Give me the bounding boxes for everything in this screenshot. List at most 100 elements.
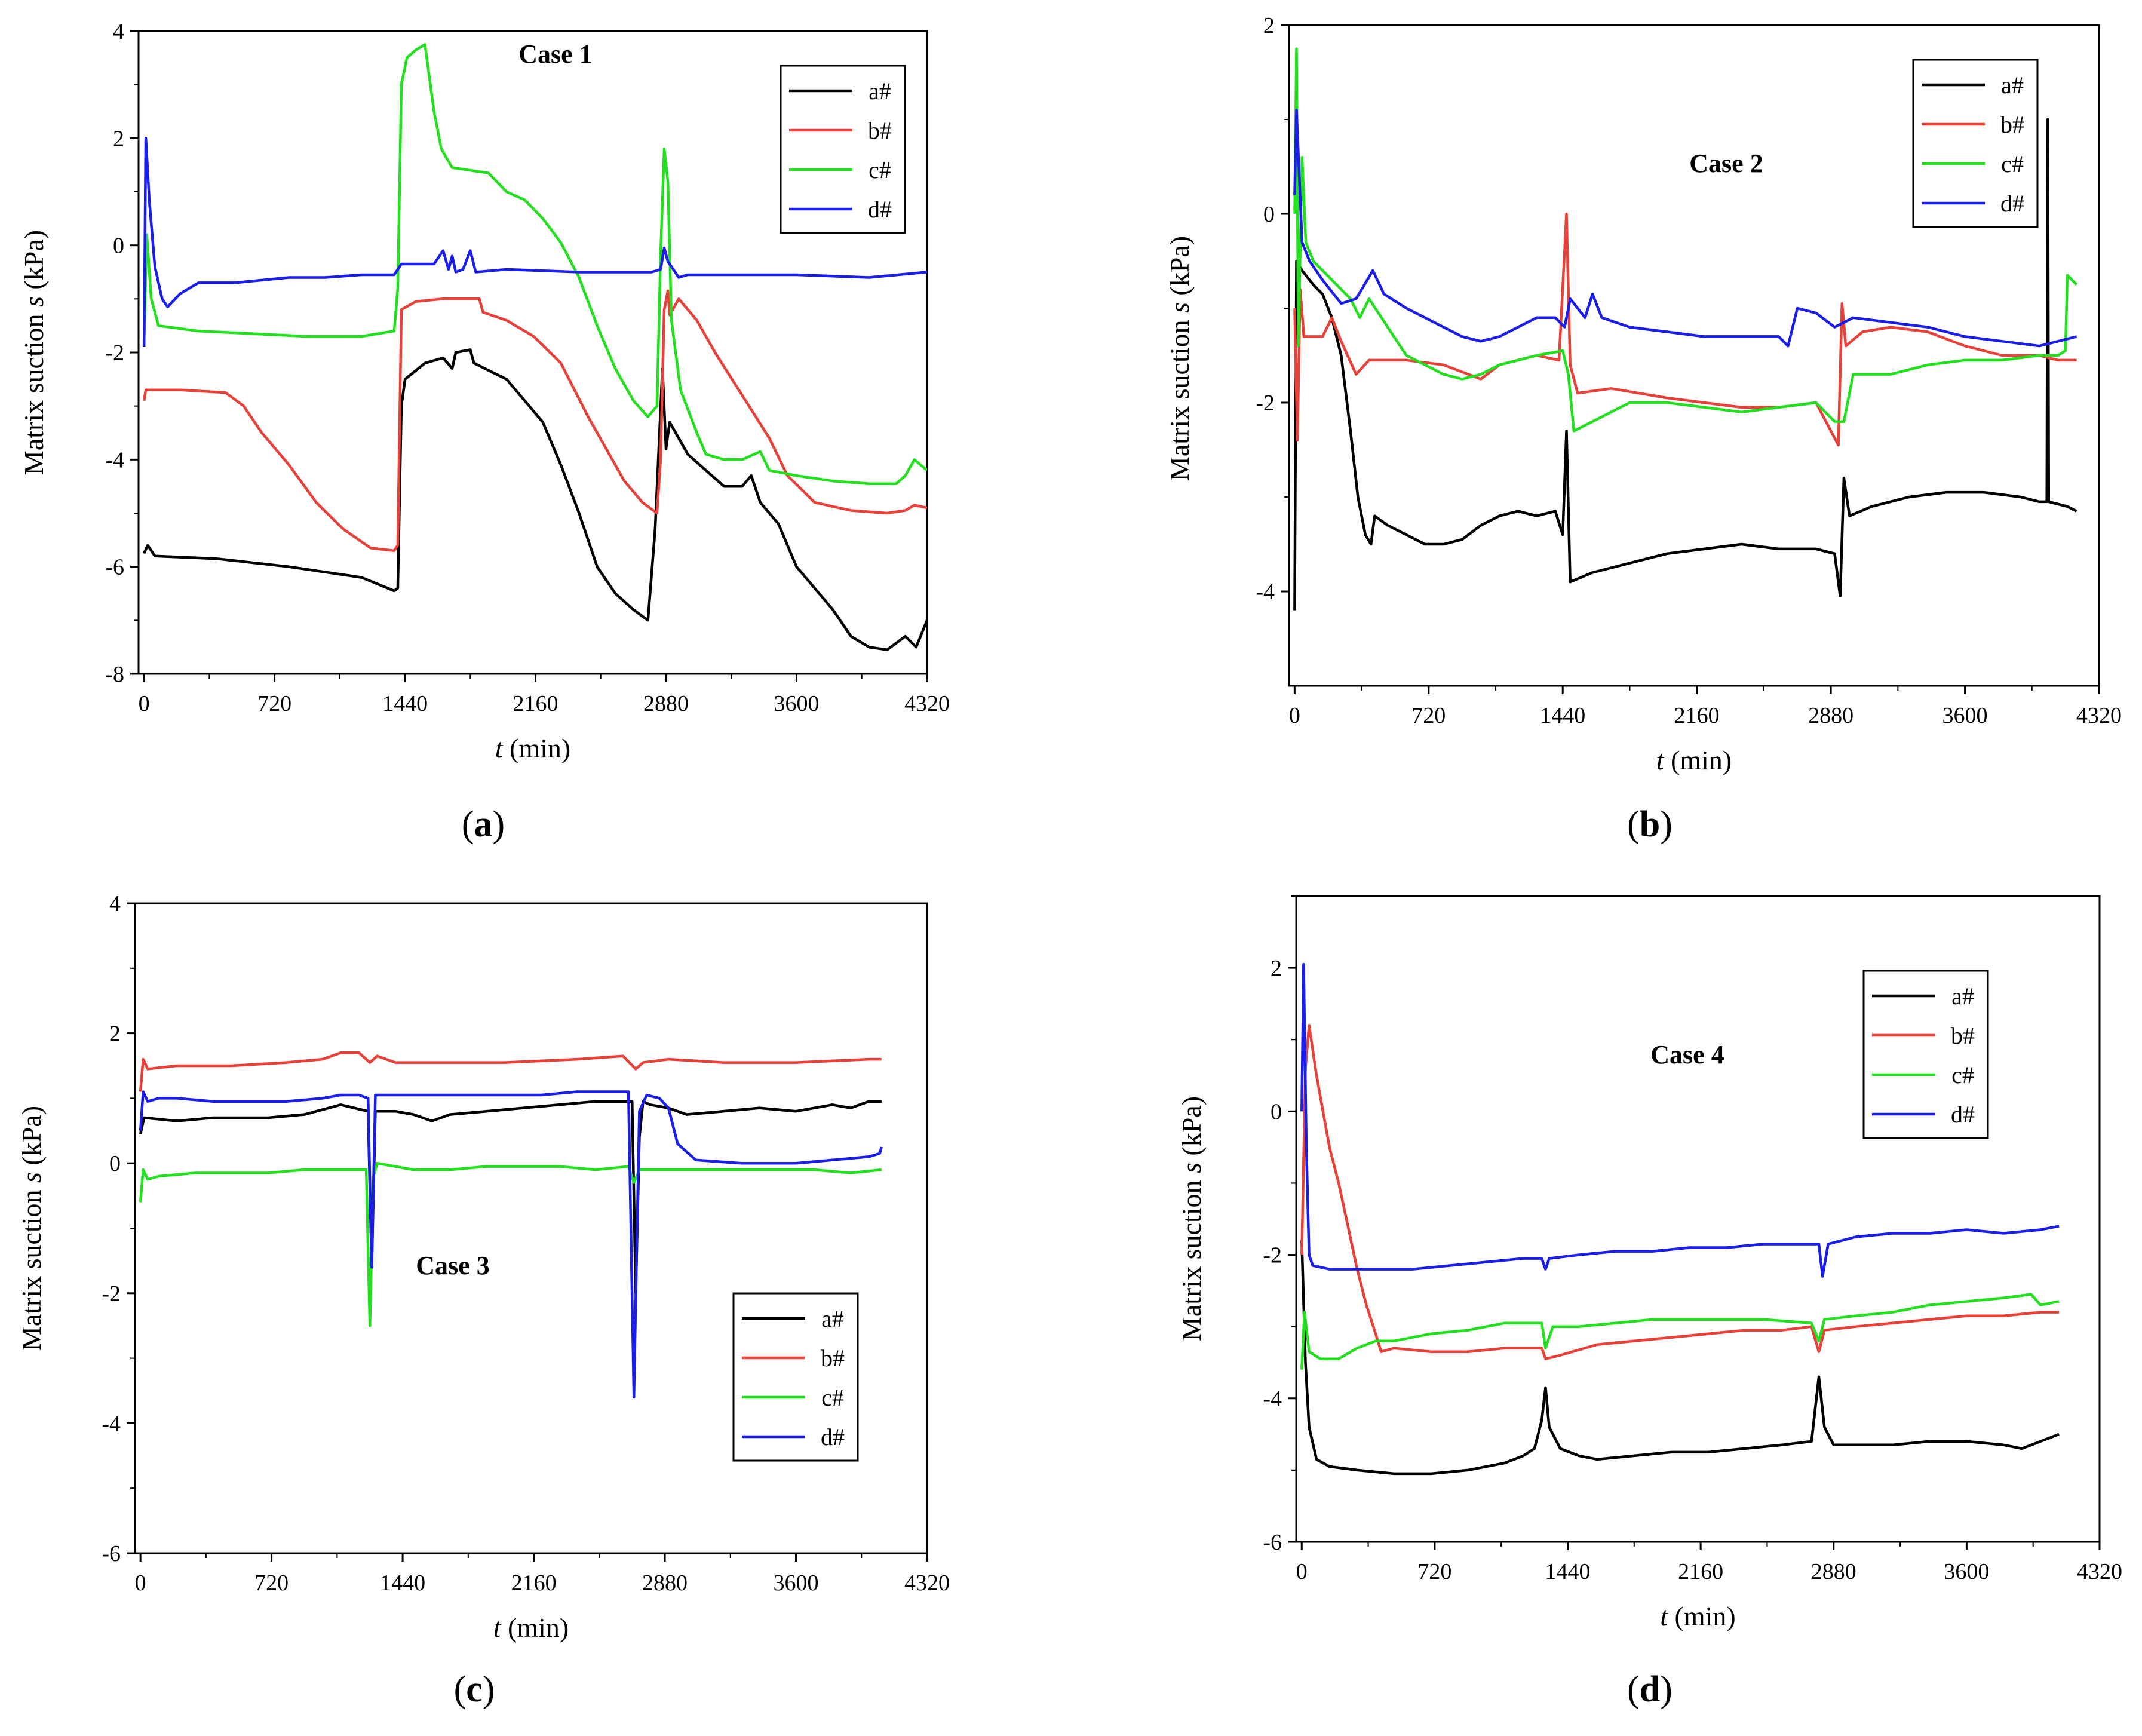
y-tick-label: -2 xyxy=(105,341,124,366)
x-tick-label: 3600 xyxy=(774,691,820,716)
panel-caption: (b) xyxy=(1627,804,1673,845)
y-tick-label: 2 xyxy=(109,1022,121,1047)
x-tick-label: 2160 xyxy=(1674,703,1720,728)
series-line-b xyxy=(1300,1023,2059,1360)
legend-label-b: b# xyxy=(868,117,892,144)
x-axis-var: t xyxy=(1660,1601,1668,1631)
x-axis-label: t (min) xyxy=(1660,1601,1735,1631)
y-tick-label: 0 xyxy=(113,234,124,259)
legend-label-c: c# xyxy=(869,157,891,183)
x-tick-label: 0 xyxy=(1296,1559,1308,1584)
legend-box xyxy=(732,1292,859,1462)
legend-box xyxy=(780,65,906,234)
legend-label-a: a# xyxy=(2001,72,2024,99)
y-tick-label: -4 xyxy=(102,1411,121,1436)
panel-caption: (a) xyxy=(462,804,505,845)
y-tick-label: 0 xyxy=(1263,202,1275,227)
x-axis-var: t xyxy=(495,733,504,763)
caption-open: ( xyxy=(462,804,474,845)
legend-box xyxy=(1862,970,1989,1139)
x-tick-label: 2880 xyxy=(643,691,689,716)
y-tick-label: 0 xyxy=(1271,1099,1282,1124)
case-annotation: Case 2 xyxy=(1689,149,1763,178)
series-line-b xyxy=(1293,212,2077,447)
y-axis-var: s xyxy=(16,1172,47,1183)
y-tick-label: 4 xyxy=(113,19,124,44)
legend-label-b: b# xyxy=(2000,111,2024,138)
y-tick-label: -4 xyxy=(1263,1387,1282,1412)
x-tick-label: 720 xyxy=(1417,1559,1451,1584)
chart-panel-1: 0 720 1440 2160 2880 3600 4320 -8 -6 -4 -2 0 2 4 Case … xyxy=(19,19,950,845)
x-tick-label: 2160 xyxy=(513,691,558,716)
y-axis-var: s xyxy=(19,296,49,307)
legend-label-d: d# xyxy=(2000,190,2024,217)
x-tick-label: 4320 xyxy=(904,1571,950,1596)
x-tick-label: 4320 xyxy=(2076,703,2122,728)
x-axis-unit: (min) xyxy=(1664,745,1732,775)
x-tick-label: 1440 xyxy=(382,691,428,716)
x-tick-label: 1440 xyxy=(380,1571,425,1596)
case-annotation: Case 4 xyxy=(1650,1040,1724,1069)
y-axis-label: Matrix suction s (kPa) xyxy=(1164,236,1195,481)
legend-box xyxy=(1912,59,2039,228)
y-axis-pre: Matrix suction xyxy=(16,1183,47,1351)
legend-label-a: a# xyxy=(821,1305,844,1332)
y-axis-pre: Matrix suction xyxy=(19,307,49,475)
y-tick-label: -4 xyxy=(105,447,124,473)
y-tick-label: -2 xyxy=(1263,1243,1282,1268)
caption-letter: a xyxy=(474,804,493,845)
legend-label-a: a# xyxy=(869,78,891,105)
y-tick-label: 0 xyxy=(109,1151,121,1176)
legend-label-c: c# xyxy=(2001,151,2024,177)
x-tick-label: 0 xyxy=(139,691,150,716)
legend-label-a: a# xyxy=(1951,983,1974,1010)
x-tick-label: 720 xyxy=(1411,703,1446,728)
series-line-b xyxy=(139,1051,882,1092)
plot-frame xyxy=(1295,895,2101,1543)
series-line-c xyxy=(1300,1293,2060,1370)
caption-close: ) xyxy=(493,804,505,845)
legend-label-c: c# xyxy=(1951,1062,1974,1088)
x-axis-label: t (min) xyxy=(493,1612,569,1643)
series-line-d xyxy=(1293,108,2077,348)
panel-caption: (c) xyxy=(454,1669,495,1710)
y-axis-unit: (kPa) xyxy=(1176,1096,1207,1163)
x-axis-var: t xyxy=(1656,745,1665,775)
legend-label-c: c# xyxy=(821,1384,844,1411)
series-line-d xyxy=(142,137,927,348)
caption-open: ( xyxy=(1627,804,1640,845)
caption-close: ) xyxy=(483,1669,495,1710)
series-group xyxy=(139,1051,883,1399)
series-line-b xyxy=(142,289,927,553)
y-axis-var: s xyxy=(1176,1163,1207,1173)
x-axis-label: t (min) xyxy=(1656,745,1732,775)
y-tick-label: -2 xyxy=(1256,391,1275,416)
series-line-a xyxy=(143,348,927,651)
y-tick-label: -6 xyxy=(1263,1530,1282,1555)
caption-close: ) xyxy=(1660,1669,1673,1710)
y-tick-label: 4 xyxy=(109,891,121,916)
chart-panel-4: 0 720 1440 2160 2880 3600 4320 -6 -4 -2 0 2 Case 4 a#… xyxy=(1176,895,2122,1710)
x-tick-label: 1440 xyxy=(1540,703,1585,728)
x-axis-label: t (min) xyxy=(495,733,570,763)
y-axis-label: Matrix suction s (kPa) xyxy=(19,230,49,475)
x-tick-label: 2880 xyxy=(1808,703,1853,728)
series-group xyxy=(1293,47,2078,611)
case-annotation: Case 3 xyxy=(416,1251,489,1280)
caption-letter: d xyxy=(1640,1669,1660,1710)
x-tick-label: 4320 xyxy=(2077,1559,2122,1584)
x-axis-var: t xyxy=(493,1612,502,1643)
y-axis-label: Matrix suction s (kPa) xyxy=(1176,1096,1207,1341)
series-group xyxy=(142,43,927,651)
x-tick-label: 2160 xyxy=(511,1571,557,1596)
series-line-d xyxy=(1300,962,2060,1278)
caption-open: ( xyxy=(454,1669,467,1710)
caption-letter: c xyxy=(466,1669,483,1710)
case-annotation: Case 1 xyxy=(518,39,592,69)
x-tick-label: 2880 xyxy=(642,1571,688,1596)
y-axis-unit: (kPa) xyxy=(19,230,49,296)
y-axis-pre: Matrix suction xyxy=(1164,313,1195,481)
y-tick-label: 2 xyxy=(113,126,124,151)
x-tick-label: 720 xyxy=(257,691,291,716)
